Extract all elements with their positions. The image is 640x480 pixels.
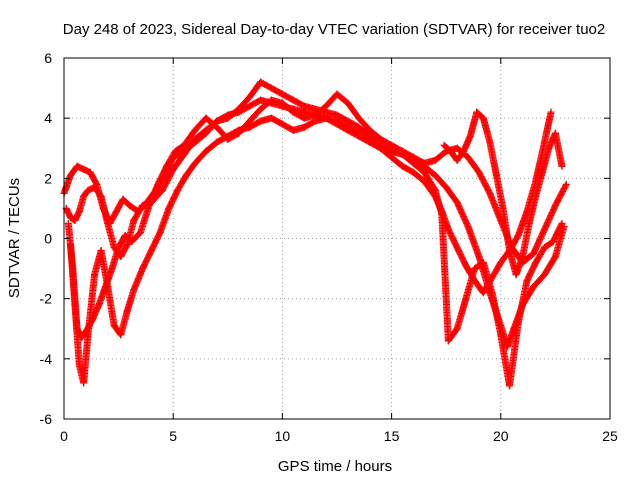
- x-tick-label: 10: [275, 428, 291, 444]
- chart-title: Day 248 of 2023, Sidereal Day-to-day VTE…: [63, 21, 605, 38]
- y-tick-label: 6: [44, 50, 52, 66]
- x-tick-label: 20: [493, 428, 509, 444]
- x-axis-title: GPS time / hours: [278, 458, 392, 475]
- data-point: [562, 182, 570, 190]
- series-track-4: [67, 114, 566, 390]
- x-tick-label: 0: [60, 428, 68, 444]
- x-tick-label: 5: [169, 428, 177, 444]
- y-tick-label: 0: [44, 231, 52, 247]
- data-point: [558, 219, 566, 227]
- axis-ticks: 0 5 10 15 20 25 -6 -4 -2 0 2 4 6: [40, 50, 618, 444]
- data-points: [60, 78, 570, 390]
- y-tick-label: -4: [40, 351, 53, 367]
- y-tick-label: 4: [44, 110, 52, 126]
- data-point: [547, 108, 555, 116]
- series-track-5: [440, 108, 566, 279]
- y-tick-label: -6: [40, 411, 53, 427]
- data-point: [557, 221, 565, 229]
- y-axis-title: SDTVAR / TECUs: [6, 178, 23, 298]
- x-tick-label: 15: [384, 428, 400, 444]
- data-point: [562, 180, 570, 188]
- data-point: [558, 162, 566, 170]
- y-tick-label: -2: [40, 291, 53, 307]
- y-tick-label: 2: [44, 170, 52, 186]
- x-tick-label: 25: [602, 428, 618, 444]
